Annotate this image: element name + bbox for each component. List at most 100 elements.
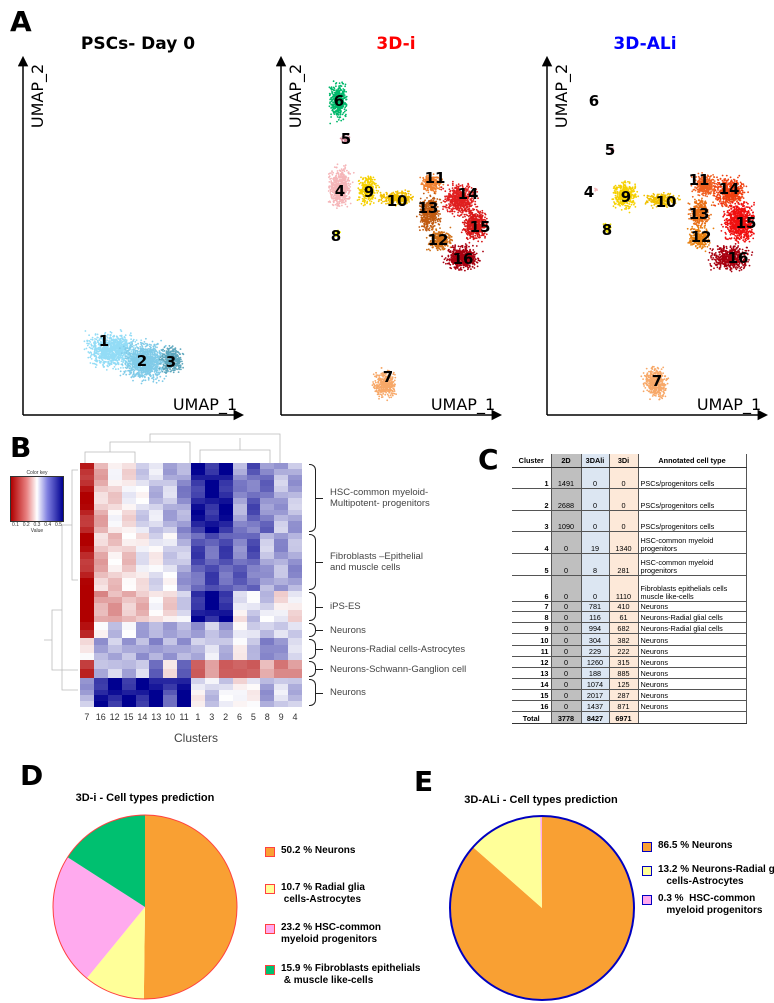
heatmap-cell [204,645,219,653]
heatmap-cell [135,630,150,638]
heatmap-cell [121,527,136,533]
heatmap-cell [177,591,191,598]
legend-swatch [642,866,652,876]
group-bracket [309,623,323,637]
table-cell: 994 [580,622,609,634]
heatmap-cell [107,678,122,684]
heatmap-cell [260,669,275,678]
heatmap-cell [274,565,289,572]
heatmap-cell [246,678,261,684]
color-key-title: Color key [26,470,48,476]
heatmap-cell [274,678,289,684]
color-key-tick: 0.5 [55,522,62,528]
heatmap-cell [93,584,108,591]
heatmap-cell [93,515,108,522]
heatmap-cell [135,468,150,475]
heatmap-cell [274,683,289,690]
heatmap-column-label: 10 [165,712,176,722]
heatmap-cell [80,638,94,646]
heatmap-cell [274,615,289,623]
heatmap-cell [274,497,289,504]
heatmap-cell [177,622,191,630]
heatmap-cell [135,701,150,707]
heatmap-cell [288,630,302,638]
heatmap-row [80,678,302,684]
color-key-ticks: 0.1 0.2 0.3 0.4 0.5 [10,522,64,528]
heatmap-cell [149,638,164,646]
heatmap-cell [177,486,191,493]
heatmap-cell [204,578,219,585]
heatmap-cell [260,645,275,653]
heatmap-cell [135,615,150,623]
heatmap-cell [121,660,136,669]
heatmap-cell [149,689,164,696]
heatmap-cell [80,630,94,638]
heatmap-cell [232,591,247,598]
umap-cluster-8 [333,229,341,238]
heatmap-cell [260,558,275,566]
heatmap-row-group [80,591,302,623]
legend-item: 0.3 % HSC-common myeloid progenitors [642,893,762,917]
heatmap-cell [191,683,205,690]
table-cell: 229 [580,645,609,657]
heatmap-cell [218,689,233,696]
heatmap-cell [232,503,247,510]
heatmap-cell [93,701,108,707]
heatmap-column-label: 5 [250,712,256,722]
heatmap-cell [204,584,219,591]
umap-y-label: UMAP_2 [28,64,48,128]
heatmap-cell [288,492,302,498]
heatmap-cell [232,660,247,669]
table-row: 6 0 0 1110 Fibroblasts epithelials cells mus… [512,575,747,602]
heatmap-column-label: 8 [264,712,270,722]
heatmap-cell [246,565,261,572]
heatmap-cell [80,558,94,566]
color-key-tick: 0.3 [33,522,41,528]
table-cell: 4 [512,531,551,554]
heatmap-row [80,630,302,638]
heatmap-cell [107,463,122,469]
heatmap-cell [218,533,233,540]
umap-cluster-9 [356,175,381,207]
heatmap-row [80,521,302,528]
legend-item: 13.2 % Neurons-Radial glia cells-Astrocy… [642,864,774,888]
heatmap-cell [218,521,233,528]
heatmap-cell [260,521,275,528]
table-cell: PSCs/progenitors cells [638,488,747,511]
heatmap-cell [135,645,150,653]
table-cell: HSC-common myeloid progenitors [638,531,747,554]
heatmap-cell [107,652,122,660]
legend-swatch [265,924,275,934]
group-bracket [309,592,323,621]
heatmap-cell [177,645,191,653]
heatmap-cell [191,486,205,493]
heatmap-cell [121,683,136,690]
table-cell: 871 [608,700,639,712]
heatmap-cell [288,597,302,604]
heatmap-cell [107,468,122,475]
heatmap-cell [246,591,261,598]
cluster-count-table: Cluster 2D 3DAli 3Di Annotated cell type 1 149… [512,454,747,724]
heatmap-cell [177,683,191,690]
heatmap-cell [218,622,233,630]
heatmap-cell [93,565,108,572]
heatmap-cell [191,468,205,475]
table-cell: 116 [580,611,609,623]
heatmap-cell [80,609,94,616]
heatmap-cell [260,578,275,585]
heatmap-cell [191,533,205,540]
color-key: Color key 0.1 0.2 0.3 0.4 0.5 Value [10,470,64,534]
heatmap-cell [246,695,261,702]
heatmap-cell [260,689,275,696]
heatmap-column-label: 9 [278,712,284,722]
heatmap-cell [246,486,261,493]
heatmap-cell [121,638,136,646]
umap-cluster-label: 14 [458,185,479,203]
heatmap-cell [149,678,164,684]
heatmap-cell [288,509,302,516]
heatmap-cell [246,660,261,669]
pie-slice [472,816,542,908]
umap-panel-1: UMAP_1 UMAP_2 [275,55,503,421]
heatmap-cell [204,683,219,690]
heatmap-cell [80,597,94,604]
